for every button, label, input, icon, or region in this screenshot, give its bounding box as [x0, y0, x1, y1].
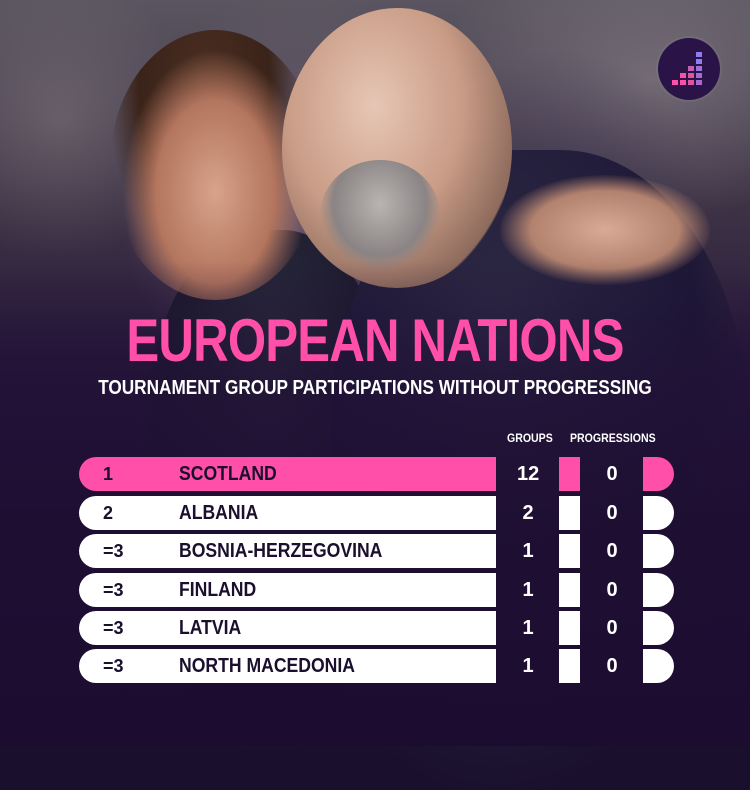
table-row: =3 BOSNIA-HERZEGOVINA 1 0 — [79, 534, 674, 568]
stepped-bars-logo-icon — [672, 52, 702, 85]
groups-cell: 12 — [517, 463, 540, 485]
groups-cell: 1 — [522, 579, 534, 601]
groups-column-header: GROUPS — [507, 431, 553, 445]
table-row: =3 LATVIA 1 0 — [79, 611, 674, 645]
nation-cell: FINLAND — [179, 579, 257, 601]
groups-cell: 1 — [522, 540, 534, 562]
progressions-column-header: PROGRESSIONS — [570, 431, 656, 445]
nation-cell: BOSNIA-HERZEGOVINA — [179, 540, 383, 562]
rank-cell: =3 — [103, 618, 124, 638]
groups-cell: 1 — [522, 617, 534, 639]
rank-cell: 2 — [103, 503, 114, 523]
nation-cell: NORTH MACEDONIA — [179, 655, 355, 677]
table-row: =3 NORTH MACEDONIA 1 0 — [79, 649, 674, 683]
progressions-cell: 0 — [606, 579, 618, 601]
table-row: 2 ALBANIA 2 0 — [79, 496, 674, 530]
brand-logo — [658, 38, 720, 100]
groups-cell: 1 — [522, 655, 534, 677]
page-title: EUROPEAN NATIONS — [126, 307, 624, 374]
rank-cell: =3 — [103, 656, 124, 676]
rank-cell: 1 — [103, 464, 114, 484]
progressions-cell: 0 — [606, 463, 618, 485]
rank-cell: =3 — [103, 541, 124, 561]
progressions-cell: 0 — [606, 540, 618, 562]
rank-cell: =3 — [103, 580, 124, 600]
table-row: 1 SCOTLAND 12 0 — [79, 457, 674, 491]
progressions-cell: 0 — [606, 502, 618, 524]
progressions-cell: 0 — [606, 617, 618, 639]
nation-cell: SCOTLAND — [179, 463, 277, 485]
page-subtitle: TOURNAMENT GROUP PARTICIPATIONS WITHOUT … — [98, 377, 652, 399]
nation-cell: ALBANIA — [179, 502, 259, 524]
progressions-cell: 0 — [606, 655, 618, 677]
groups-cell: 2 — [522, 502, 534, 524]
table-row: =3 FINLAND 1 0 — [79, 573, 674, 607]
nation-cell: LATVIA — [179, 617, 242, 639]
